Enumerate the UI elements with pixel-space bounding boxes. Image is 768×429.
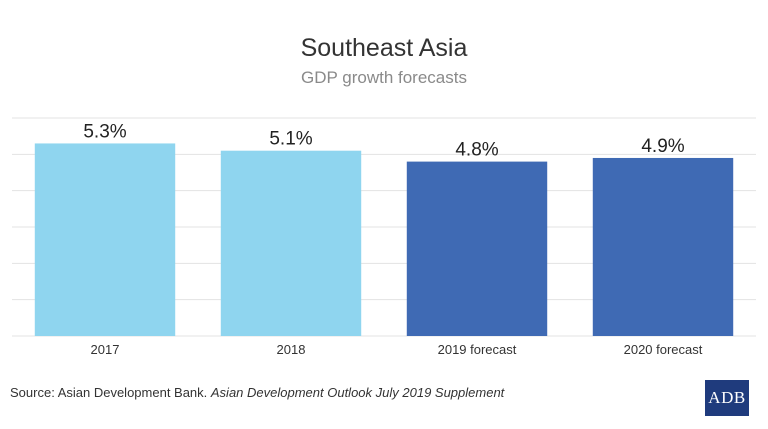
source-publication: Asian Development Outlook July 2019 Supp… — [210, 385, 505, 400]
x-tick-label: 2017 — [91, 342, 120, 357]
data-label: 5.1% — [269, 129, 312, 150]
data-label: 4.8% — [455, 140, 498, 161]
bar — [406, 161, 548, 336]
bar — [34, 143, 176, 336]
bar — [220, 150, 362, 336]
data-label: 4.9% — [641, 136, 684, 157]
bar — [592, 157, 734, 336]
x-tick-label: 2020 forecast — [624, 342, 703, 357]
chart-title: Southeast Asia — [300, 34, 468, 62]
source-note: Source: Asian Development Bank. Asian De… — [10, 385, 504, 400]
chart-subtitle: GDP growth forecasts — [301, 68, 467, 87]
x-tick-label: 2019 forecast — [438, 342, 517, 357]
data-label: 5.3% — [83, 121, 126, 142]
x-tick-label: 2018 — [277, 342, 306, 357]
source-prefix: Source: Asian Development Bank. — [10, 385, 211, 400]
adb-logo: ADB — [705, 380, 749, 416]
